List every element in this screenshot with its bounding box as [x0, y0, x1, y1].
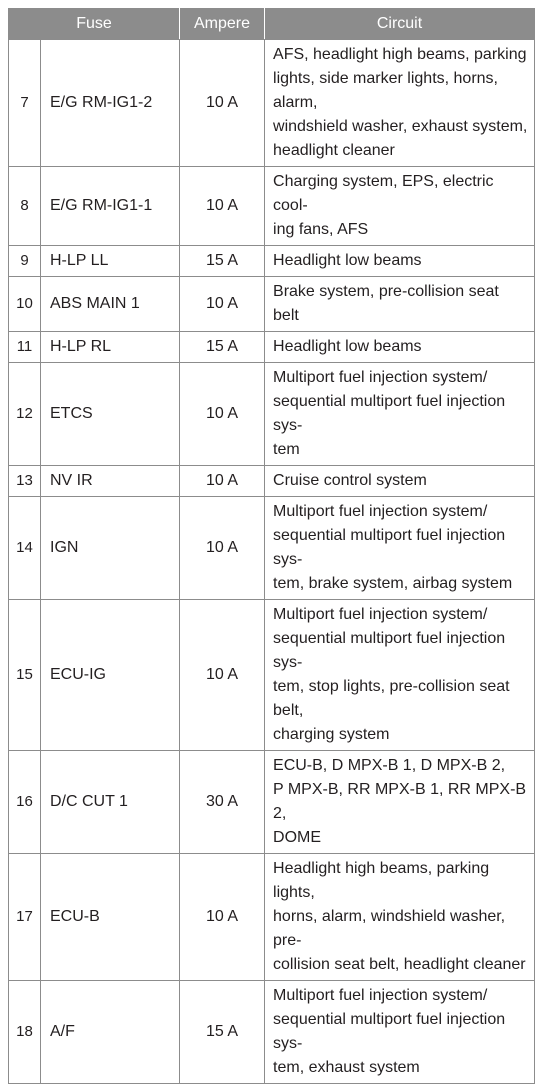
- fuse-ampere: 15 A: [179, 245, 266, 277]
- fuse-circuit: Multiport fuel injection system/ sequent…: [264, 980, 536, 1084]
- fuse-circuit: Multiport fuel injection system/ sequent…: [264, 362, 536, 466]
- header-ampere: Ampere: [179, 8, 266, 40]
- fuse-circuit: Charging system, EPS, electric cool- ing…: [264, 166, 536, 246]
- table-row: 12 ETCS 10 A Multiport fuel injection syste…: [8, 362, 536, 466]
- fuse-ampere: 10 A: [179, 853, 266, 981]
- fuse-name: ABS MAIN 1: [39, 276, 181, 332]
- fuse-ampere: 30 A: [179, 750, 266, 854]
- fuse-ampere: 15 A: [179, 331, 266, 363]
- header-circuit: Circuit: [264, 8, 536, 40]
- table-row: 8 E/G RM-IG1-1 10 A Charging system, EPS, e…: [8, 166, 536, 246]
- fuse-number: 12: [8, 362, 41, 466]
- header-fuse: Fuse: [7, 8, 181, 40]
- table-row: 9 H-LP LL 15 A Headlight low beams: [8, 245, 536, 277]
- fuse-ampere: 10 A: [179, 166, 266, 246]
- table-row: 16 D/C CUT 1 30 A ECU-B, D MPX-B 1, D MPX-B…: [8, 750, 536, 854]
- table-row: 10 ABS MAIN 1 10 A Brake system, pre-collis…: [8, 276, 536, 332]
- fuse-circuit: ECU-B, D MPX-B 1, D MPX-B 2, P MPX-B, RR…: [264, 750, 536, 854]
- fuse-number: 8: [8, 166, 41, 246]
- fuse-number: 9: [8, 245, 41, 277]
- fuse-number: 10: [8, 276, 41, 332]
- fuse-circuit: Cruise control system: [264, 465, 536, 497]
- table-row: 13 NV IR 10 A Cruise control system: [8, 465, 536, 497]
- fuse-ampere: 10 A: [179, 362, 266, 466]
- header-row: Fuse Ampere Circuit: [7, 8, 536, 40]
- fuse-number: 15: [8, 599, 41, 751]
- fuse-name: A/F: [39, 980, 181, 1084]
- fuse-number: 14: [8, 496, 41, 600]
- fuse-name: E/G RM-IG1-2: [39, 39, 181, 167]
- table-row: 11 H-LP RL 15 A Headlight low beams: [8, 331, 536, 363]
- fuse-ampere: 10 A: [179, 496, 266, 600]
- fuse-name: H-LP LL: [39, 245, 181, 277]
- fuse-name: ECU-B: [39, 853, 181, 981]
- fuse-table: Fuse Ampere Circuit 7 E/G RM-IG1-2 10 A AFS…: [7, 8, 536, 1084]
- fuse-number: 17: [8, 853, 41, 981]
- fuse-number: 18: [8, 980, 41, 1084]
- fuse-ampere: 10 A: [179, 276, 266, 332]
- fuse-name: H-LP RL: [39, 331, 181, 363]
- fuse-ampere: 10 A: [179, 599, 266, 751]
- fuse-ampere: 15 A: [179, 980, 266, 1084]
- fuse-circuit: AFS, headlight high beams, parking light…: [264, 39, 536, 167]
- table-row: 14 IGN 10 A Multiport fuel injection system…: [8, 496, 536, 600]
- fuse-name: ETCS: [39, 362, 181, 466]
- fuse-number: 7: [8, 39, 41, 167]
- table-row: 7 E/G RM-IG1-2 10 A AFS, headlight high bea…: [8, 39, 536, 167]
- table-row: 18 A/F 15 A Multiport fuel injection system…: [8, 980, 536, 1084]
- fuse-circuit: Brake system, pre-collision seat belt: [264, 276, 536, 332]
- fuse-circuit: Multiport fuel injection system/ sequent…: [264, 599, 536, 751]
- fuse-circuit: Headlight low beams: [264, 245, 536, 277]
- fuse-circuit: Headlight high beams, parking lights, ho…: [264, 853, 536, 981]
- table-row: 15 ECU-IG 10 A Multiport fuel injection sys…: [8, 599, 536, 751]
- fuse-number: 16: [8, 750, 41, 854]
- fuse-name: IGN: [39, 496, 181, 600]
- fuse-number: 11: [8, 331, 41, 363]
- fuse-ampere: 10 A: [179, 39, 266, 167]
- fuse-circuit: Headlight low beams: [264, 331, 536, 363]
- fuse-name: D/C CUT 1: [39, 750, 181, 854]
- fuse-number: 13: [8, 465, 41, 497]
- table-row: 17 ECU-B 10 A Headlight high beams, parking…: [8, 853, 536, 981]
- fuse-circuit: Multiport fuel injection system/ sequent…: [264, 496, 536, 600]
- fuse-name: ECU-IG: [39, 599, 181, 751]
- fuse-ampere: 10 A: [179, 465, 266, 497]
- fuse-name: NV IR: [39, 465, 181, 497]
- fuse-name: E/G RM-IG1-1: [39, 166, 181, 246]
